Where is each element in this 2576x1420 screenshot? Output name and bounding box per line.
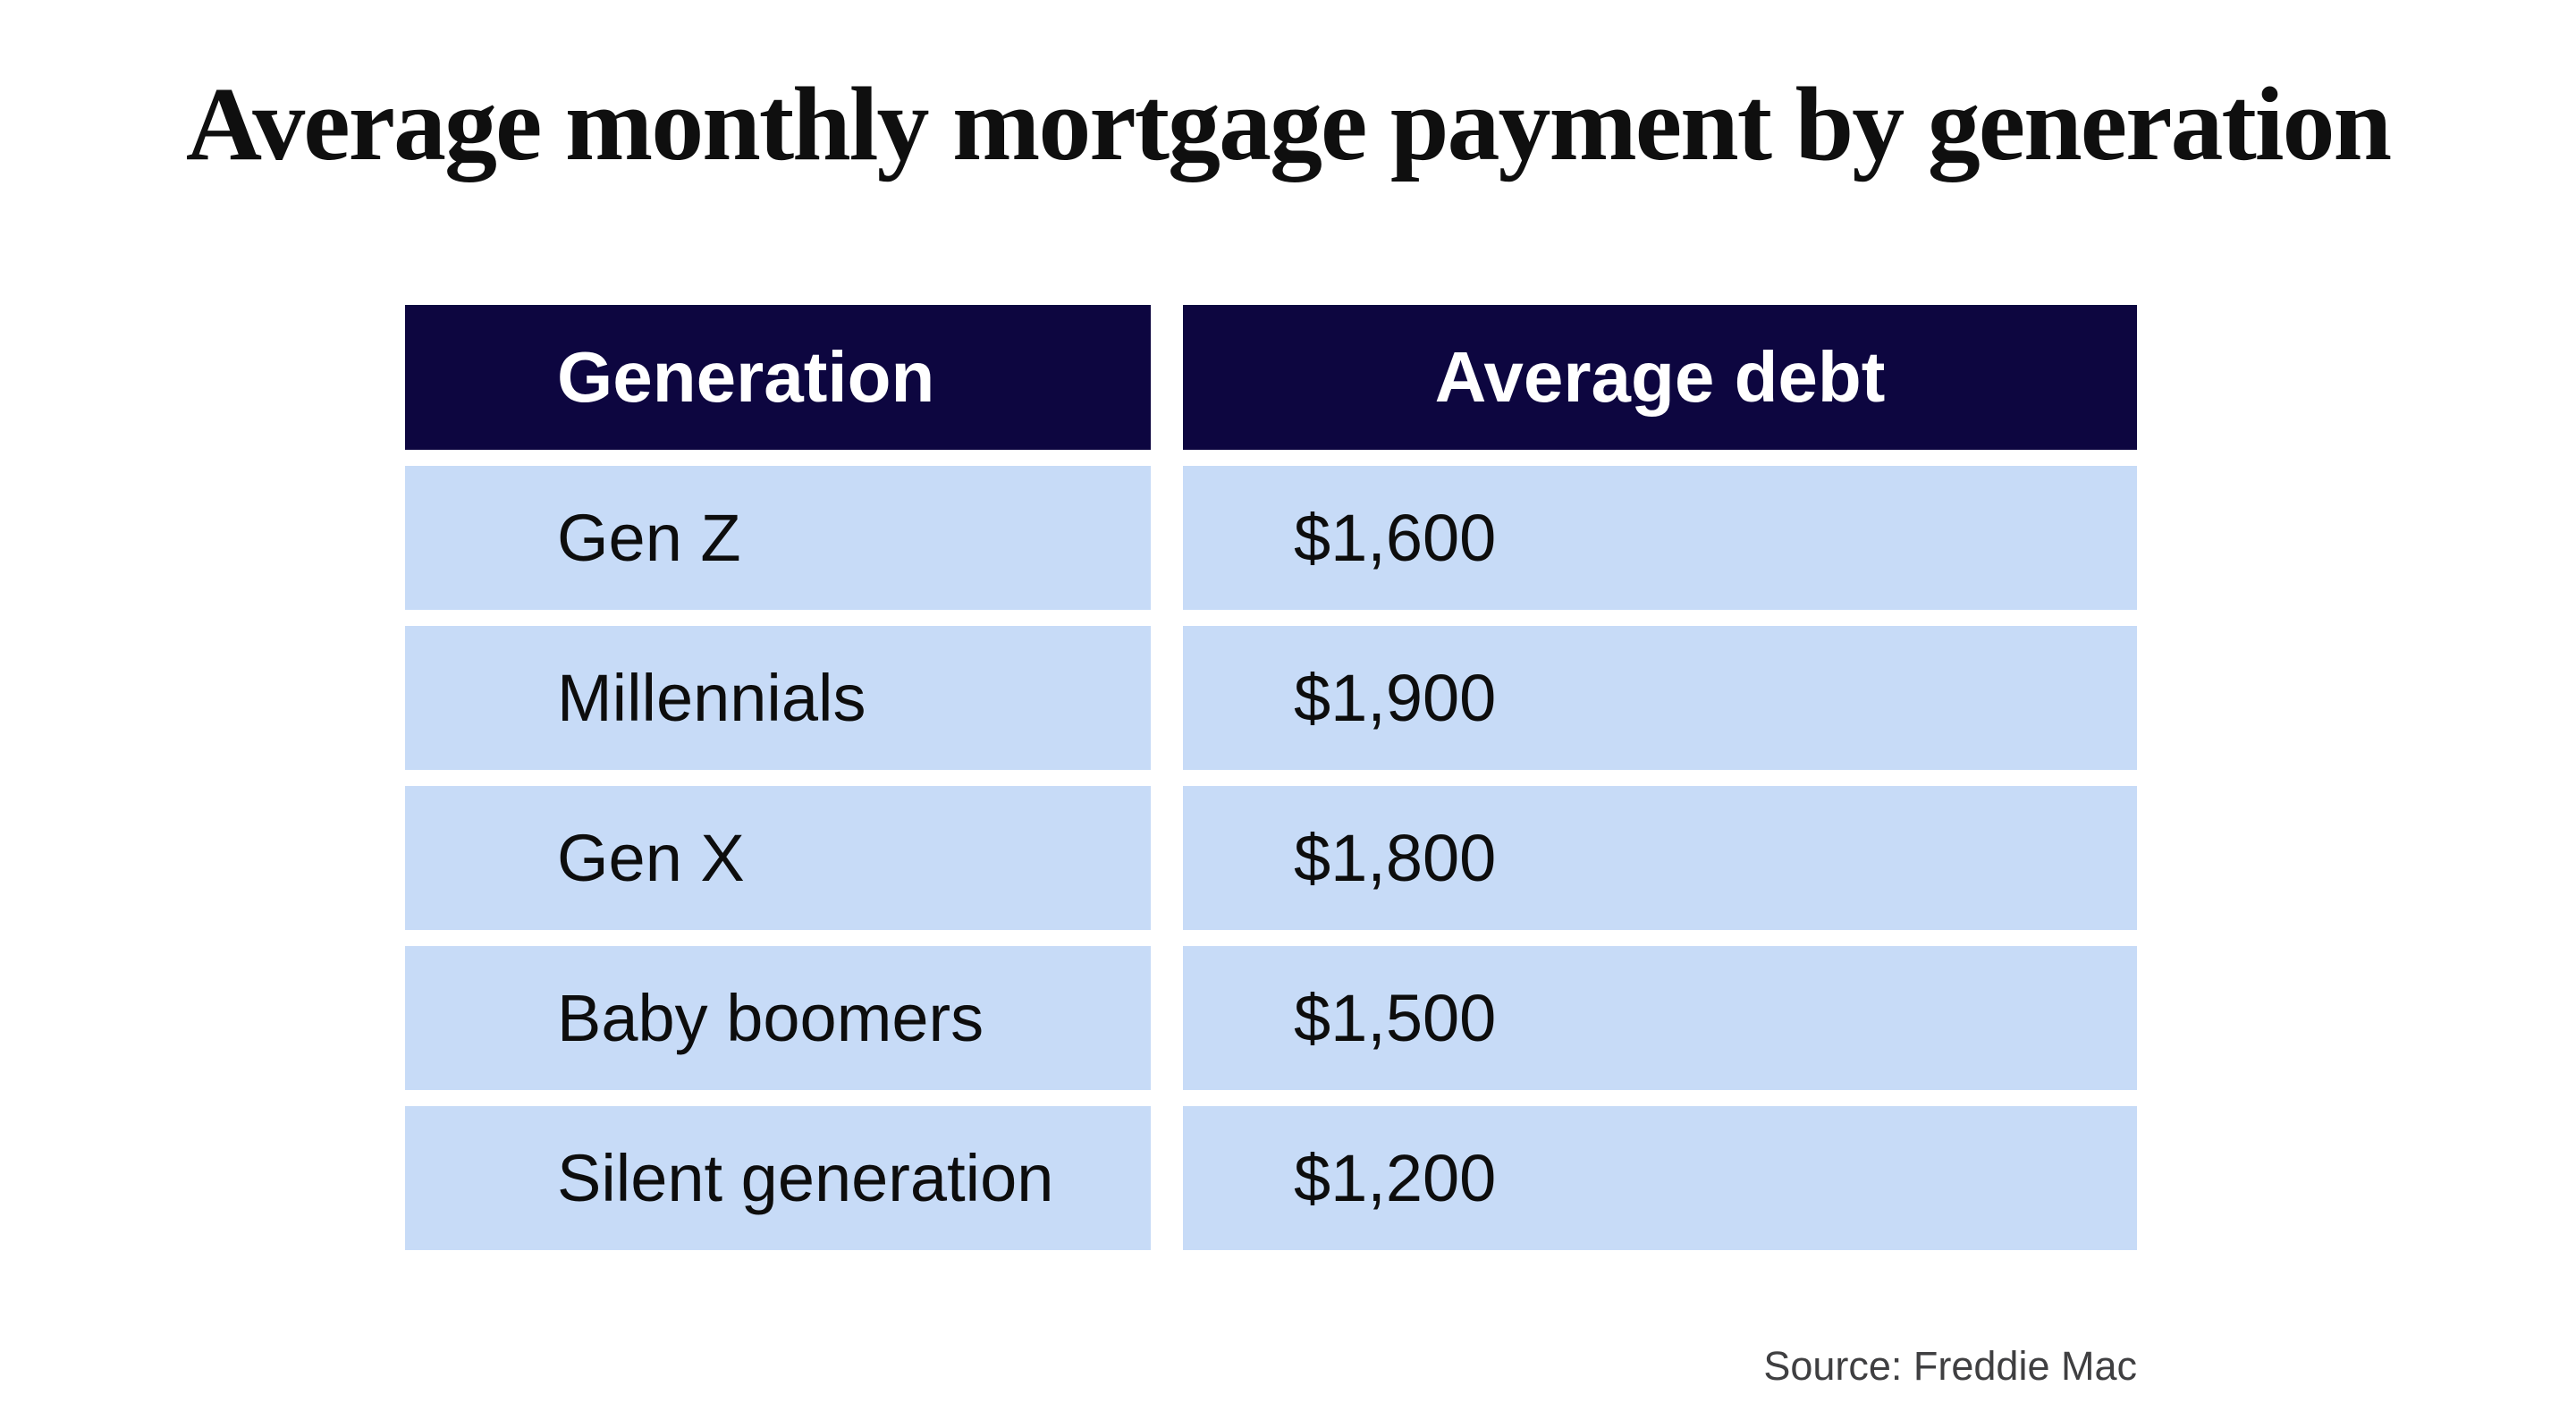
source-credit: Source: Freddie Mac xyxy=(1763,1343,2137,1389)
header-average-debt: Average debt xyxy=(1183,305,2137,450)
table-row-generation: Silent generation xyxy=(405,1106,1151,1250)
mortgage-table: Generation Average debt Gen Z $1,600 Mil… xyxy=(405,305,2137,1250)
table-row-debt: $1,500 xyxy=(1183,946,2137,1090)
table-row-debt: $1,600 xyxy=(1183,466,2137,610)
header-generation: Generation xyxy=(405,305,1151,450)
page-title: Average monthly mortgage payment by gene… xyxy=(185,65,2392,182)
table-row-debt: $1,200 xyxy=(1183,1106,2137,1250)
table-row-generation: Gen X xyxy=(405,786,1151,930)
table-row-generation: Baby boomers xyxy=(405,946,1151,1090)
table-row-debt: $1,800 xyxy=(1183,786,2137,930)
table-row-debt: $1,900 xyxy=(1183,626,2137,770)
table-row-generation: Millennials xyxy=(405,626,1151,770)
table-row-generation: Gen Z xyxy=(405,466,1151,610)
